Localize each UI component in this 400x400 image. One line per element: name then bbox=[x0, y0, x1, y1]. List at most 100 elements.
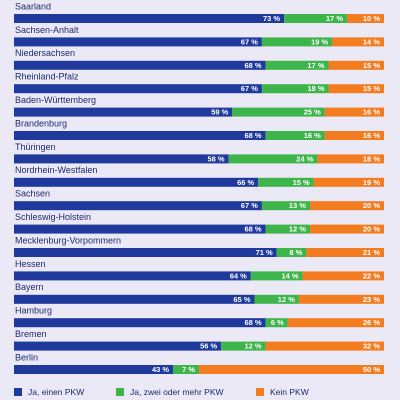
bar-segment bbox=[298, 294, 384, 304]
category-label: Schleswig-Holstein bbox=[15, 212, 91, 222]
legend-label: Ja, zwei oder mehr PKW bbox=[130, 387, 224, 397]
bar-segment bbox=[14, 248, 277, 257]
category-label: Berlin bbox=[15, 352, 38, 362]
bar-segment bbox=[14, 224, 266, 234]
value-label: 43 % bbox=[152, 365, 169, 374]
bar-segment bbox=[261, 37, 333, 47]
category-label: Sachsen bbox=[15, 189, 50, 199]
value-label: 73 % bbox=[263, 14, 280, 23]
legend-swatch bbox=[116, 388, 124, 396]
legend-label: Kein PKW bbox=[270, 387, 309, 397]
bar-segment bbox=[276, 248, 307, 257]
bar-segment bbox=[14, 60, 266, 70]
bar-segment bbox=[258, 177, 314, 187]
value-label: 26 % bbox=[363, 318, 380, 327]
category-label: Rheinland-Pfalz bbox=[15, 72, 79, 82]
bar-segment bbox=[14, 131, 266, 140]
bar-segment bbox=[261, 201, 310, 211]
bar-segment bbox=[261, 84, 329, 94]
value-label: 23 % bbox=[363, 295, 380, 304]
value-label: 18 % bbox=[363, 154, 380, 163]
bar-segment bbox=[284, 14, 347, 23]
bar-segment bbox=[173, 365, 199, 374]
value-label: 19 % bbox=[363, 178, 380, 187]
value-label: 12 % bbox=[278, 295, 295, 304]
value-label: 25 % bbox=[304, 108, 321, 117]
bar-segment bbox=[317, 154, 384, 164]
value-label: 16 % bbox=[363, 131, 380, 140]
value-label: 32 % bbox=[363, 342, 380, 351]
value-label: 67 % bbox=[241, 84, 258, 93]
bar-segment bbox=[14, 365, 174, 374]
category-label: Bremen bbox=[15, 329, 47, 339]
value-label: 67 % bbox=[241, 201, 258, 210]
category-label: Niedersachsen bbox=[15, 48, 75, 58]
bar-segment bbox=[324, 131, 384, 140]
category-label: Thüringen bbox=[15, 142, 56, 152]
value-label: 50 % bbox=[363, 365, 380, 374]
value-label: 16 % bbox=[304, 131, 321, 140]
bar-segment bbox=[14, 201, 262, 211]
value-label: 58 % bbox=[207, 154, 224, 163]
bar-segment bbox=[254, 294, 299, 304]
bar-segment bbox=[14, 318, 266, 328]
bar-segment bbox=[14, 294, 255, 304]
bar-segment bbox=[302, 271, 384, 281]
value-label: 22 % bbox=[363, 271, 380, 280]
value-label: 14 % bbox=[363, 37, 380, 46]
bar-segment bbox=[332, 37, 384, 47]
category-label: Hamburg bbox=[15, 306, 52, 316]
category-label: Baden-Württemberg bbox=[15, 95, 96, 105]
bar-segment bbox=[310, 224, 384, 234]
value-label: 8 % bbox=[289, 248, 302, 257]
value-label: 15 % bbox=[363, 61, 380, 70]
bar-segment bbox=[265, 224, 310, 234]
legend-swatch bbox=[14, 388, 22, 396]
value-label: 19 % bbox=[311, 37, 328, 46]
value-label: 56 % bbox=[200, 342, 217, 351]
value-label: 68 % bbox=[244, 318, 261, 327]
value-label: 64 % bbox=[230, 271, 247, 280]
value-label: 16 % bbox=[363, 108, 380, 117]
value-label: 10 % bbox=[363, 14, 380, 23]
value-label: 15 % bbox=[363, 84, 380, 93]
bar-segment bbox=[265, 341, 384, 351]
value-label: 71 % bbox=[256, 248, 273, 257]
bar-segment bbox=[310, 201, 384, 211]
bar-segment bbox=[250, 271, 303, 281]
category-label: Mecklenburg-Vorpommern bbox=[15, 235, 121, 245]
bar-segment bbox=[328, 84, 384, 94]
value-label: 12 % bbox=[244, 342, 261, 351]
value-label: 12 % bbox=[289, 225, 306, 234]
value-label: 59 % bbox=[211, 108, 228, 117]
bar-segment bbox=[228, 154, 318, 164]
value-label: 21 % bbox=[363, 248, 380, 257]
value-label: 15 % bbox=[293, 178, 310, 187]
bar-segment bbox=[306, 248, 384, 257]
value-label: 7 % bbox=[182, 365, 195, 374]
bar-segment bbox=[14, 107, 233, 117]
bar-segment bbox=[265, 131, 325, 140]
bar-segment bbox=[199, 365, 384, 374]
legend-label: Ja, einen PKW bbox=[28, 387, 84, 397]
bar-segment bbox=[14, 271, 251, 281]
value-label: 14 % bbox=[281, 271, 298, 280]
bar-segment bbox=[14, 37, 262, 47]
value-label: 67 % bbox=[241, 37, 258, 46]
bar-segment bbox=[265, 60, 329, 70]
bar-segment bbox=[313, 177, 384, 187]
bar-segment bbox=[232, 107, 325, 117]
value-label: 20 % bbox=[363, 201, 380, 210]
bar-segment bbox=[14, 341, 222, 351]
bar-segment bbox=[14, 154, 229, 164]
value-label: 66 % bbox=[237, 178, 254, 187]
category-label: Saarland bbox=[15, 1, 51, 11]
bar-segment bbox=[347, 14, 384, 23]
value-label: 68 % bbox=[244, 225, 261, 234]
bar-segment bbox=[265, 318, 288, 328]
category-label: Hessen bbox=[15, 259, 46, 269]
value-label: 68 % bbox=[244, 131, 261, 140]
legend-swatch bbox=[256, 388, 264, 396]
